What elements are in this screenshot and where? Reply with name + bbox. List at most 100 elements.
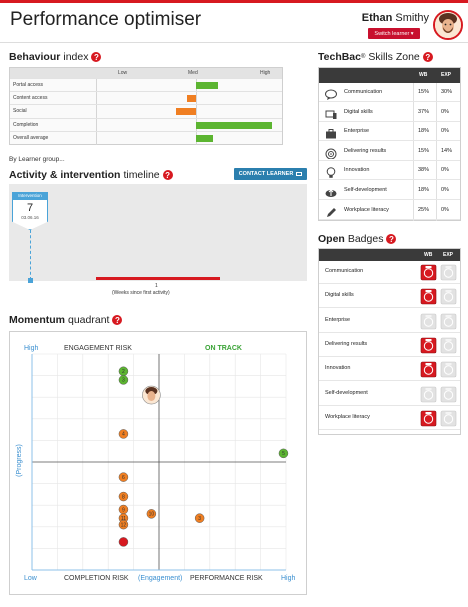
badge-label: Digital skills bbox=[325, 292, 354, 299]
earned-badge-icon[interactable] bbox=[420, 288, 437, 305]
skill-row[interactable]: Enterprise 18% 0% bbox=[319, 122, 460, 142]
skill-row[interactable]: Digital skills 37% 0% bbox=[319, 103, 460, 122]
behaviour-row-label: Social bbox=[13, 108, 27, 115]
activity-timeline-title: Activity & intervention timeline ? bbox=[9, 169, 173, 181]
earned-badge-icon[interactable] bbox=[420, 264, 437, 281]
y-high-label: High bbox=[24, 345, 39, 352]
learner-point[interactable] bbox=[118, 375, 129, 385]
intervention-marker[interactable]: Intervention 7 03.06.16 bbox=[12, 192, 48, 230]
contact-learner-button[interactable]: CONTACT LEARNER bbox=[234, 168, 307, 180]
help-icon[interactable]: ? bbox=[386, 234, 397, 244]
speech-bubble-icon bbox=[325, 87, 337, 100]
help-icon[interactable]: ? bbox=[162, 170, 173, 180]
badge-row: Workplace literacy bbox=[319, 407, 460, 430]
skill-row[interactable]: Innovation 38% 0% bbox=[319, 161, 460, 181]
behaviour-bar bbox=[196, 134, 214, 142]
intervention-date: 03.06.16 bbox=[21, 215, 39, 220]
learner-point[interactable] bbox=[118, 491, 129, 502]
badge-label: Delivering results bbox=[325, 340, 368, 347]
locked-badge-icon[interactable] bbox=[440, 361, 457, 378]
target-icon bbox=[325, 146, 337, 160]
learner-point-label: 5 bbox=[282, 451, 285, 457]
skill-wb-value: 37% bbox=[418, 108, 430, 115]
locked-badge-icon[interactable] bbox=[440, 288, 457, 305]
learner-point-label: 4 bbox=[122, 432, 125, 438]
skill-exp-value: 0% bbox=[441, 128, 449, 135]
help-icon[interactable]: ? bbox=[91, 52, 102, 62]
skill-row[interactable]: Self-development 18% 0% bbox=[319, 181, 460, 200]
y-axis-label: (Progress) bbox=[15, 444, 23, 477]
badge-row: Self-development bbox=[319, 383, 460, 406]
mail-icon bbox=[296, 172, 303, 176]
behaviour-row: Content access bbox=[10, 91, 282, 103]
activity-timeline bbox=[9, 184, 307, 281]
briefcase-icon bbox=[325, 126, 337, 139]
user-first-name: Ethan bbox=[361, 12, 393, 24]
top-accent-bar bbox=[0, 0, 468, 3]
locked-badge-icon[interactable] bbox=[440, 386, 457, 403]
learner-point[interactable] bbox=[118, 429, 129, 439]
skill-exp-value: 0% bbox=[441, 167, 449, 174]
skill-label: Communication bbox=[344, 89, 383, 95]
learner-point-label: 3 bbox=[122, 378, 125, 384]
locked-badge-icon[interactable] bbox=[440, 410, 457, 427]
learner-point[interactable] bbox=[118, 519, 129, 530]
locked-badge-icon[interactable] bbox=[420, 386, 437, 403]
skill-row[interactable]: Communication 15% 30% bbox=[319, 83, 460, 102]
techbac-title: TechBac ® Skills Zone ? bbox=[318, 51, 433, 63]
switch-learner-button[interactable]: Switch learner ▾ bbox=[368, 28, 420, 39]
skill-exp-value: 0% bbox=[441, 206, 449, 213]
behaviour-index-title: Behaviour index ? bbox=[9, 51, 102, 63]
badges-header: WB EXP bbox=[319, 249, 460, 261]
learner-point[interactable] bbox=[194, 513, 205, 523]
avatar[interactable] bbox=[433, 10, 463, 40]
locked-badge-icon[interactable] bbox=[440, 337, 457, 354]
level-high: High bbox=[260, 70, 271, 76]
locked-badge-icon[interactable] bbox=[420, 313, 437, 330]
badge-row: Delivering results bbox=[319, 334, 460, 357]
timeline-tick-label: 1 bbox=[155, 283, 158, 289]
behaviour-row: Completion bbox=[10, 117, 282, 129]
learner-point[interactable] bbox=[118, 537, 129, 547]
completion-risk-label: COMPLETION RISK bbox=[64, 575, 129, 582]
x-low-label: Low bbox=[24, 575, 37, 582]
behaviour-row-label: Overall average bbox=[13, 134, 49, 141]
earned-badge-icon[interactable] bbox=[420, 337, 437, 354]
locked-badge-icon[interactable] bbox=[440, 264, 457, 281]
lightbulb-icon bbox=[325, 165, 337, 179]
learner-point-label: 11 bbox=[121, 516, 126, 522]
help-icon[interactable]: ? bbox=[422, 52, 433, 62]
skill-exp-value: 30% bbox=[441, 89, 453, 95]
learner-point[interactable] bbox=[118, 472, 129, 482]
by-learner-group-link[interactable]: By Learner group... bbox=[9, 156, 65, 163]
level-low: Low bbox=[118, 70, 128, 76]
badge-label: Enterprise bbox=[325, 316, 351, 323]
skill-label: Digital skills bbox=[344, 108, 373, 115]
learner-avatar-face bbox=[147, 391, 156, 402]
header: Performance optimiser Ethan Smithy Switc… bbox=[0, 3, 468, 43]
earned-badge-icon[interactable] bbox=[420, 361, 437, 378]
skill-label: Innovation bbox=[344, 167, 370, 174]
badge-label: Innovation bbox=[325, 365, 351, 372]
open-badges-title: Open Badges ? bbox=[318, 233, 397, 245]
behaviour-bar bbox=[196, 82, 218, 89]
performance-risk-label: PERFORMANCE RISK bbox=[190, 575, 263, 582]
earned-badge-icon[interactable] bbox=[420, 410, 437, 427]
x-axis-label: (Engagement) bbox=[138, 575, 183, 582]
learner-point[interactable] bbox=[146, 509, 157, 519]
learner-point[interactable] bbox=[278, 448, 289, 459]
locked-badge-icon[interactable] bbox=[440, 313, 457, 330]
help-icon[interactable]: ? bbox=[112, 315, 123, 325]
skill-label: Delivering results bbox=[344, 147, 387, 154]
badge-row: Communication bbox=[319, 261, 460, 284]
skill-wb-value: 15% bbox=[418, 89, 430, 95]
behaviour-bar bbox=[186, 95, 196, 103]
skill-wb-value: 15% bbox=[418, 147, 430, 154]
intervention-dot bbox=[28, 278, 33, 283]
behaviour-bar bbox=[176, 108, 196, 116]
skill-row[interactable]: Delivering results 15% 14% bbox=[319, 142, 460, 161]
skill-label: Workplace literacy bbox=[344, 206, 389, 213]
skill-row[interactable]: Workplace literacy 25% 0% bbox=[319, 201, 460, 220]
learner-point-label: 12 bbox=[121, 522, 127, 528]
behaviour-row: Social bbox=[10, 104, 282, 116]
